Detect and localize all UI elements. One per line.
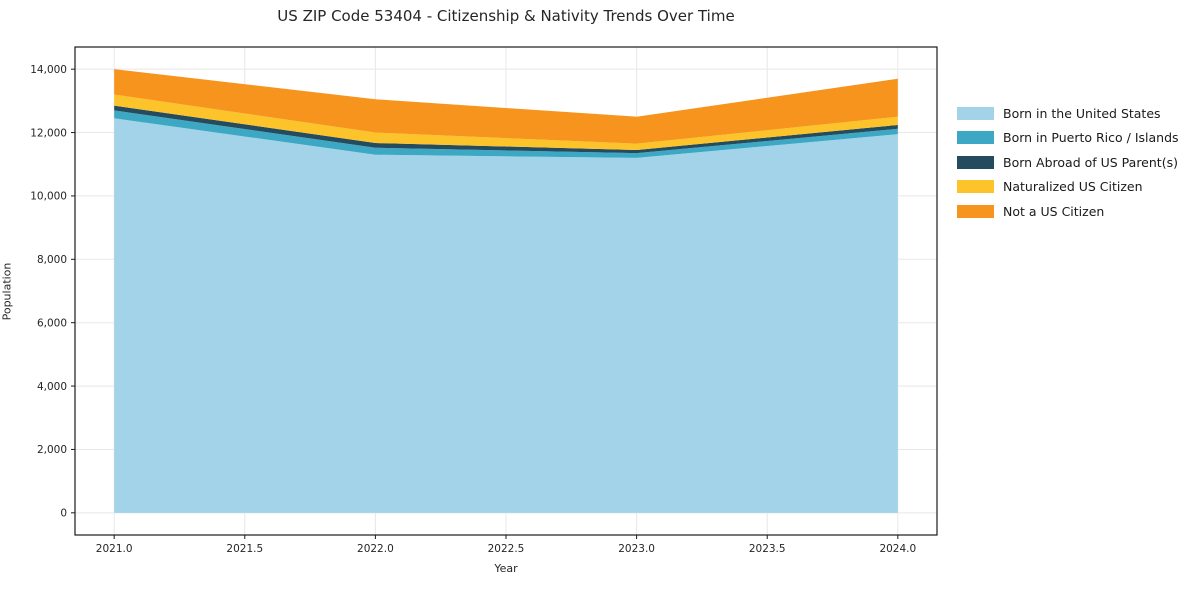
y-tick-label: 2,000 bbox=[37, 444, 67, 456]
legend-label: Born in the United States bbox=[1003, 105, 1161, 121]
legend: Born in the United States Born in Puerto … bbox=[957, 101, 1179, 224]
legend-label: Born Abroad of US Parent(s) bbox=[1003, 154, 1178, 170]
chart-title: US ZIP Code 53404 - Citizenship & Nativi… bbox=[277, 7, 735, 25]
x-tick-label: 2024.0 bbox=[879, 543, 916, 555]
legend-swatch bbox=[957, 155, 994, 169]
legend-swatch bbox=[957, 106, 994, 120]
x-tick-label: 2021.5 bbox=[226, 543, 263, 555]
area-not-a-us-citizen bbox=[114, 69, 898, 144]
area-born-in-the-united-states bbox=[114, 118, 898, 513]
legend-item-born-in-the-united-states: Born in the United States bbox=[957, 101, 1179, 126]
legend-swatch bbox=[957, 180, 994, 194]
y-tick-label: 14,000 bbox=[30, 64, 67, 76]
x-axis-label: Year bbox=[494, 562, 518, 575]
legend-label: Born in Puerto Rico / Islands bbox=[1003, 130, 1179, 146]
area-born-in-puerto-rico-islands bbox=[114, 110, 898, 158]
y-tick-label: 6,000 bbox=[37, 317, 67, 329]
area-born-abroad-of-us-parent-s bbox=[114, 105, 898, 154]
x-tick-label: 2022.5 bbox=[488, 543, 525, 555]
legend-label: Naturalized US Citizen bbox=[1003, 179, 1143, 195]
legend-item-naturalized-us-citizen: Naturalized US Citizen bbox=[957, 175, 1179, 200]
y-axis-label: Population bbox=[0, 262, 14, 321]
legend-swatch bbox=[957, 204, 994, 218]
legend-item-born-in-puerto-rico-islands: Born in Puerto Rico / Islands bbox=[957, 126, 1179, 151]
legend-label: Not a US Citizen bbox=[1003, 203, 1105, 219]
x-tick-label: 2021.0 bbox=[96, 543, 133, 555]
legend-swatch bbox=[957, 131, 994, 145]
y-tick-label: 12,000 bbox=[30, 127, 67, 139]
area-naturalized-us-citizen bbox=[114, 94, 898, 150]
y-tick-label: 10,000 bbox=[30, 191, 67, 203]
x-tick-label: 2023.5 bbox=[749, 543, 786, 555]
y-tick-label: 4,000 bbox=[37, 381, 67, 393]
y-tick-label: 0 bbox=[60, 508, 67, 520]
y-tick-label: 8,000 bbox=[37, 254, 67, 266]
legend-item-born-abroad-of-us-parent-s: Born Abroad of US Parent(s) bbox=[957, 150, 1179, 175]
legend-item-not-a-us-citizen: Not a US Citizen bbox=[957, 199, 1179, 224]
x-tick-label: 2023.0 bbox=[618, 543, 655, 555]
x-tick-label: 2022.0 bbox=[357, 543, 394, 555]
